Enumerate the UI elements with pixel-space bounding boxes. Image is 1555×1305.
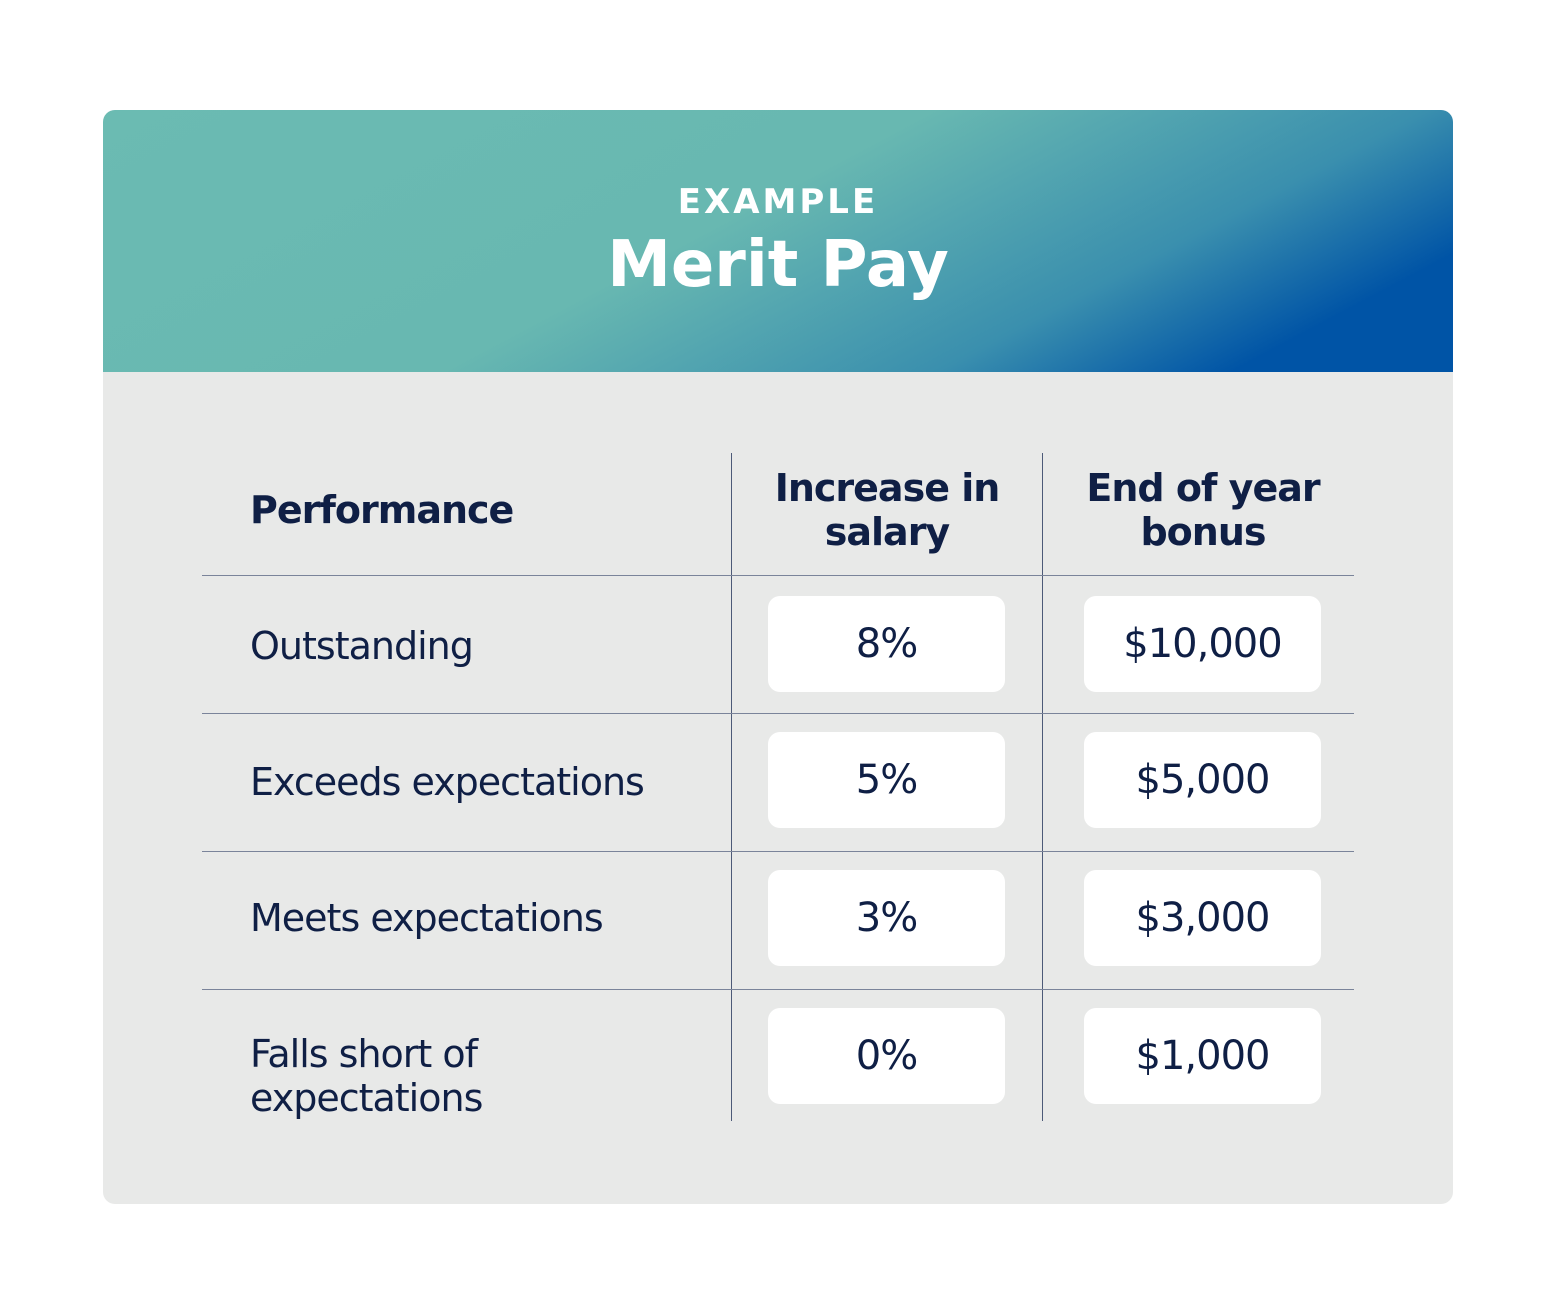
salary-cell: 5% [768,732,1005,828]
row-divider [202,989,1354,990]
performance-label: Meets expectations [250,896,604,940]
salary-cell: 8% [768,596,1005,692]
bonus-cell: $1,000 [1084,1008,1321,1104]
column-header-bonus: End of year bonus [1086,466,1320,554]
salary-cell: 0% [768,1008,1005,1104]
performance-label: Falls short of expectations [250,1032,483,1120]
salary-cell: 3% [768,870,1005,966]
performance-label: Outstanding [250,624,474,668]
column-divider [731,453,732,1121]
card-title: Merit Pay [607,228,949,302]
bonus-cell: $5,000 [1084,732,1321,828]
row-divider [202,713,1354,714]
row-divider [202,575,1354,576]
row-divider [202,851,1354,852]
card-header: EXAMPLE Merit Pay [103,110,1453,372]
bonus-cell: $3,000 [1084,870,1321,966]
column-header-salary: Increase in salary [774,466,1001,554]
bonus-cell: $10,000 [1084,596,1321,692]
performance-label: Exceeds expectations [250,760,645,804]
eyebrow-label: EXAMPLE [677,182,879,222]
column-divider [1042,453,1043,1121]
merit-pay-card: EXAMPLE Merit Pay Performance Increase i… [103,110,1453,1204]
column-header-performance: Performance [250,488,514,532]
